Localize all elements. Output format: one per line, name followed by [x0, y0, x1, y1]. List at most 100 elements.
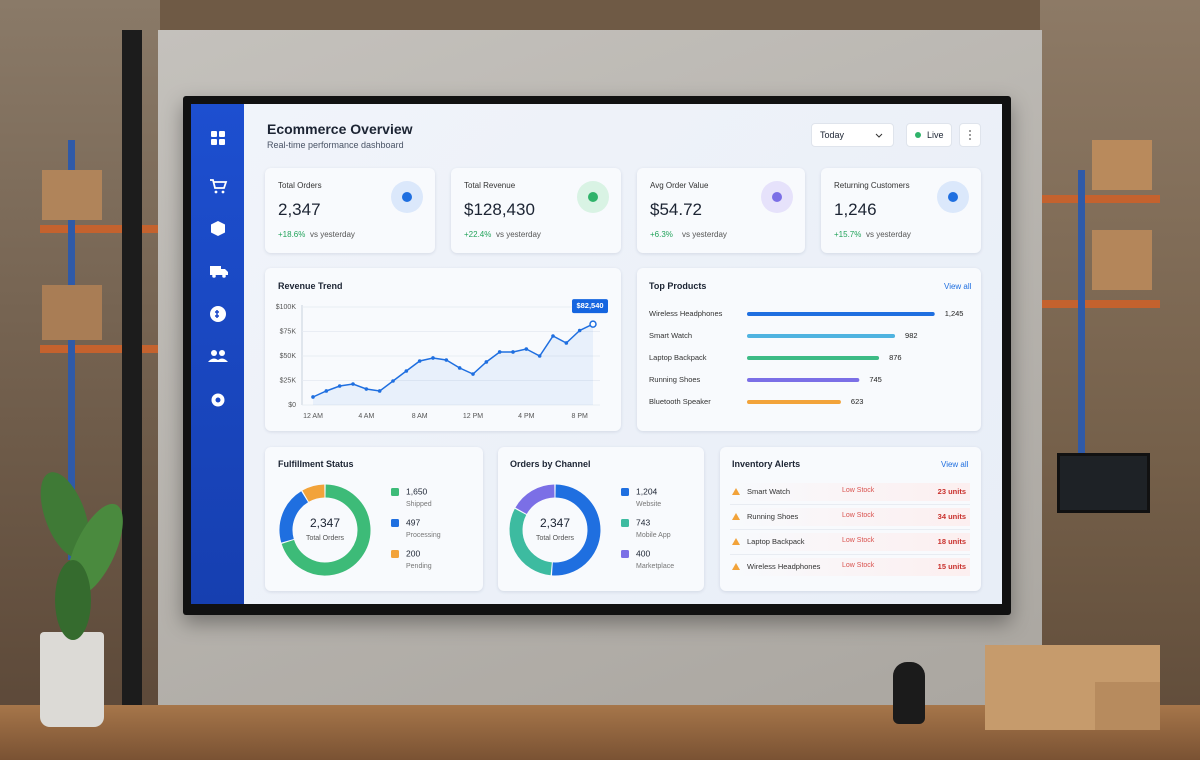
point — [551, 334, 555, 338]
box — [42, 170, 102, 220]
kpi-icon — [402, 192, 412, 202]
bar-value: 876 — [889, 353, 902, 362]
kpi-change: +22.4% — [464, 230, 492, 239]
point — [351, 382, 355, 386]
alert-quantity: 15 units — [937, 562, 966, 571]
legend-label: Shipped — [406, 501, 432, 508]
x-tick-label: 4 PM — [518, 413, 535, 420]
kpi-note: vs yesterday — [496, 230, 541, 239]
legend-value: 200 — [406, 548, 420, 558]
alert-row-bg — [730, 483, 970, 501]
alert-status: Low Stock — [842, 562, 875, 569]
alert-quantity: 23 units — [937, 487, 966, 496]
x-tick-label: 12 PM — [463, 413, 483, 420]
point — [484, 360, 489, 364]
card-title: Inventory Alerts — [732, 459, 801, 469]
bar-label: Wireless Headphones — [649, 309, 723, 318]
legend-label: Processing — [406, 532, 441, 539]
alert-item: Wireless Headphones — [747, 562, 821, 571]
kpi-icon — [772, 192, 782, 202]
live-button[interactable] — [906, 123, 952, 147]
alert-status: Low Stock — [842, 487, 875, 494]
donut-center-label: Total Orders — [306, 535, 345, 542]
kpi-label: Total Revenue — [464, 181, 516, 190]
card-title: Top Products — [649, 281, 707, 291]
alert-status: Low Stock — [842, 512, 875, 519]
y-tick-label: $100K — [276, 304, 297, 311]
kpi-label: Total Orders — [278, 181, 322, 190]
range-dropdown[interactable] — [811, 123, 894, 147]
kpi-note: vs yesterday — [866, 230, 911, 239]
live-label: Live — [927, 130, 944, 140]
point — [337, 384, 342, 388]
legend-label: Marketplace — [636, 563, 674, 570]
bar — [747, 378, 860, 382]
point — [524, 347, 529, 351]
point — [324, 389, 329, 393]
alert-quantity: 18 units — [937, 537, 966, 546]
kpi-value: $54.72 — [650, 200, 702, 219]
warehouse-right — [1040, 0, 1200, 760]
x-tick-label: 8 AM — [412, 413, 428, 420]
view-all-link[interactable]: View all — [944, 282, 972, 291]
alert-item: Running Shoes — [747, 512, 799, 521]
y-tick-label: $50K — [280, 353, 297, 360]
kpi-value: $128,430 — [464, 200, 535, 219]
pillar — [122, 30, 142, 710]
alert-quantity: 34 units — [937, 512, 966, 521]
gear-hole — [215, 397, 221, 403]
point — [497, 350, 502, 354]
bar-label: Smart Watch — [649, 331, 692, 340]
legend-value: 1,650 — [406, 486, 428, 496]
alert-status: Low Stock — [842, 537, 875, 544]
bar — [747, 400, 841, 404]
kpi-value: 2,347 — [278, 200, 321, 219]
bar-value: 982 — [905, 331, 918, 340]
revenue-card — [265, 268, 621, 431]
card-title: Orders by Channel — [510, 459, 591, 469]
view-all-link[interactable]: View all — [941, 460, 969, 469]
bar — [747, 334, 896, 338]
kpi-note: vs yesterday — [310, 230, 355, 239]
point — [577, 328, 582, 333]
x-tick-label: 8 PM — [571, 413, 588, 420]
box — [1095, 682, 1160, 730]
box — [42, 285, 102, 340]
shelf-beam — [40, 345, 160, 353]
bar — [747, 356, 880, 360]
point — [364, 387, 369, 391]
alert-row-bg — [730, 558, 970, 576]
legend-swatch — [621, 519, 629, 527]
range-value: Today — [820, 130, 845, 140]
line — [312, 323, 594, 398]
tooltip — [572, 299, 608, 314]
row-divider — [730, 504, 970, 505]
shelf-post — [68, 140, 75, 560]
donut-segment — [515, 484, 555, 515]
point — [431, 356, 435, 360]
more-dots — [969, 130, 971, 140]
point — [537, 354, 542, 358]
donut-segment — [281, 484, 371, 576]
kpi-icon — [948, 192, 958, 202]
warning-icon — [732, 563, 740, 570]
donut-center-label: Total Orders — [536, 535, 575, 542]
point — [564, 341, 569, 345]
kpi-note: vs yesterday — [682, 230, 727, 239]
bar-value: 623 — [851, 397, 864, 406]
y-tick-label: $0 — [288, 402, 296, 409]
kpi-change: +15.7% — [834, 230, 862, 239]
tooltip-label: $82,540 — [576, 301, 603, 310]
dollar-icon — [215, 310, 219, 318]
warning-icon — [732, 488, 740, 495]
donut-segment — [302, 484, 325, 502]
scanner — [893, 662, 925, 724]
point — [377, 389, 382, 393]
chevron — [875, 133, 883, 138]
kpi-change: +6.3% — [650, 230, 673, 239]
warning-icon — [732, 513, 740, 520]
point — [471, 372, 475, 376]
kpi-icon — [588, 192, 598, 202]
live-dot — [915, 132, 921, 138]
bar-label: Laptop Backpack — [649, 353, 707, 362]
